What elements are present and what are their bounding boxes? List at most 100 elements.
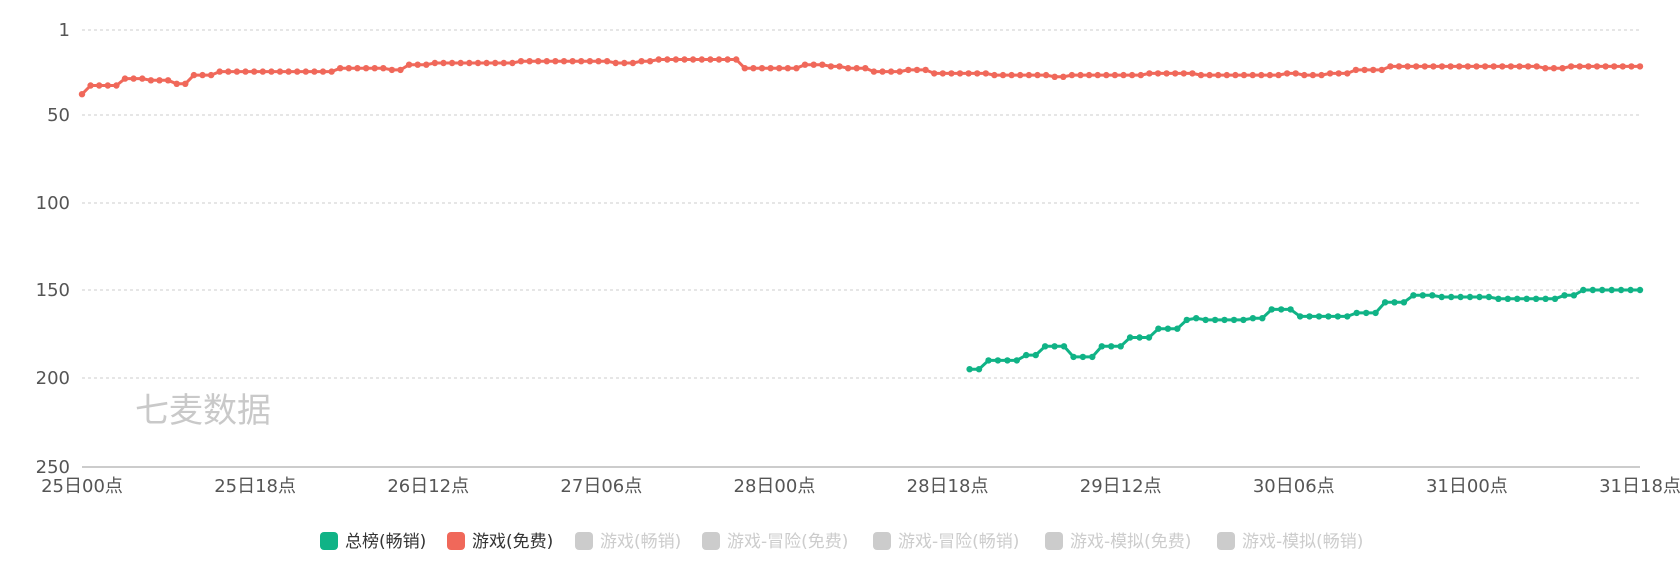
data-point — [440, 59, 447, 67]
data-point — [1249, 315, 1257, 322]
legend-swatch — [447, 532, 465, 550]
data-point — [1232, 71, 1239, 79]
data-point — [767, 65, 774, 72]
data-point — [225, 68, 232, 75]
legend-swatch — [873, 532, 891, 550]
data-point — [1589, 286, 1597, 294]
data-point — [1025, 71, 1033, 79]
data-point — [87, 82, 94, 89]
data-point — [1550, 65, 1558, 72]
legend-item[interactable]: 游戏(畅销) — [575, 532, 681, 552]
legend-item[interactable]: 游戏(免费) — [447, 532, 553, 552]
data-point — [1430, 63, 1437, 70]
data-point — [991, 71, 998, 79]
legend-item[interactable]: 游戏-模拟(畅销) — [1217, 532, 1363, 552]
data-point — [1189, 70, 1196, 77]
data-point — [1301, 71, 1308, 79]
data-point — [251, 68, 258, 75]
legend-label: 游戏(免费) — [472, 532, 553, 552]
data-point — [1306, 313, 1313, 320]
data-point — [1223, 71, 1231, 79]
data-point — [423, 61, 430, 68]
data-point — [294, 68, 301, 75]
data-point — [784, 65, 791, 72]
data-point — [1085, 71, 1093, 79]
data-point — [939, 70, 946, 77]
data-point — [1429, 292, 1436, 299]
legend-item[interactable]: 游戏-模拟(免费) — [1045, 532, 1191, 552]
data-point — [1077, 71, 1084, 79]
data-point — [113, 82, 120, 89]
data-point — [380, 65, 387, 72]
data-point — [147, 77, 155, 84]
data-point — [328, 68, 335, 75]
legend-swatch — [702, 532, 720, 550]
legend[interactable]: 总榜(畅销) 游戏(免费) 游戏(畅销) 游戏-冒险(免费) 游戏-冒险(畅销) 游戏-模… — [320, 532, 1363, 552]
data-point — [448, 59, 456, 67]
data-point — [1315, 313, 1323, 320]
data-point — [1211, 316, 1219, 324]
data-point — [1533, 63, 1540, 70]
data-point — [1094, 71, 1101, 79]
data-point — [1476, 293, 1483, 301]
data-point — [431, 59, 439, 67]
data-point — [681, 56, 688, 63]
data-point — [1381, 299, 1389, 306]
data-point — [1126, 334, 1134, 341]
x-tick-label: 31日00点 — [1426, 476, 1508, 497]
data-point — [1421, 63, 1429, 70]
data-point — [646, 58, 654, 65]
data-point — [1438, 293, 1445, 301]
data-point — [965, 70, 972, 77]
legend-label: 游戏-冒险(畅销) — [898, 532, 1019, 552]
legend-label: 游戏-模拟(免费) — [1070, 532, 1191, 552]
data-point — [1008, 71, 1015, 79]
data-point — [1103, 71, 1110, 79]
data-point — [1034, 71, 1041, 79]
data-point — [1559, 65, 1566, 72]
data-point — [1013, 357, 1020, 364]
watermark-logo: 七麦数据 — [135, 391, 271, 431]
data-point — [1117, 343, 1124, 350]
data-point — [354, 65, 361, 72]
data-point — [1395, 63, 1403, 70]
data-point — [638, 58, 645, 65]
legend-item[interactable]: 游戏-冒险(畅销) — [873, 532, 1019, 552]
data-point — [801, 61, 809, 68]
data-point — [96, 82, 103, 89]
data-point — [956, 70, 964, 77]
legend-swatch — [1045, 532, 1063, 550]
data-point — [603, 58, 611, 65]
data-point — [819, 61, 826, 68]
data-point — [1268, 306, 1275, 313]
data-point — [879, 68, 886, 75]
legend-item[interactable]: 游戏-冒险(免费) — [702, 532, 848, 552]
legend-item[interactable]: 总榜(畅销) — [320, 532, 426, 552]
data-point — [621, 59, 628, 67]
data-point — [1499, 63, 1506, 70]
data-point — [741, 65, 748, 72]
data-point — [233, 68, 241, 75]
data-point — [466, 59, 473, 67]
data-point — [1309, 71, 1317, 79]
data-point — [1326, 70, 1334, 77]
data-point — [1481, 63, 1489, 70]
data-point — [1352, 66, 1360, 74]
y-tick-label: 200 — [36, 368, 70, 389]
data-point — [526, 58, 533, 65]
data-point — [1240, 316, 1247, 324]
data-point — [975, 366, 983, 373]
data-point — [948, 70, 955, 77]
data-point — [345, 65, 352, 72]
data-point — [1344, 70, 1351, 77]
data-point — [483, 59, 490, 67]
data-point — [1495, 295, 1502, 302]
data-point — [1447, 63, 1454, 70]
data-point — [1628, 63, 1635, 70]
data-point — [1249, 71, 1256, 79]
data-point — [1485, 293, 1493, 301]
data-point — [1636, 286, 1644, 294]
